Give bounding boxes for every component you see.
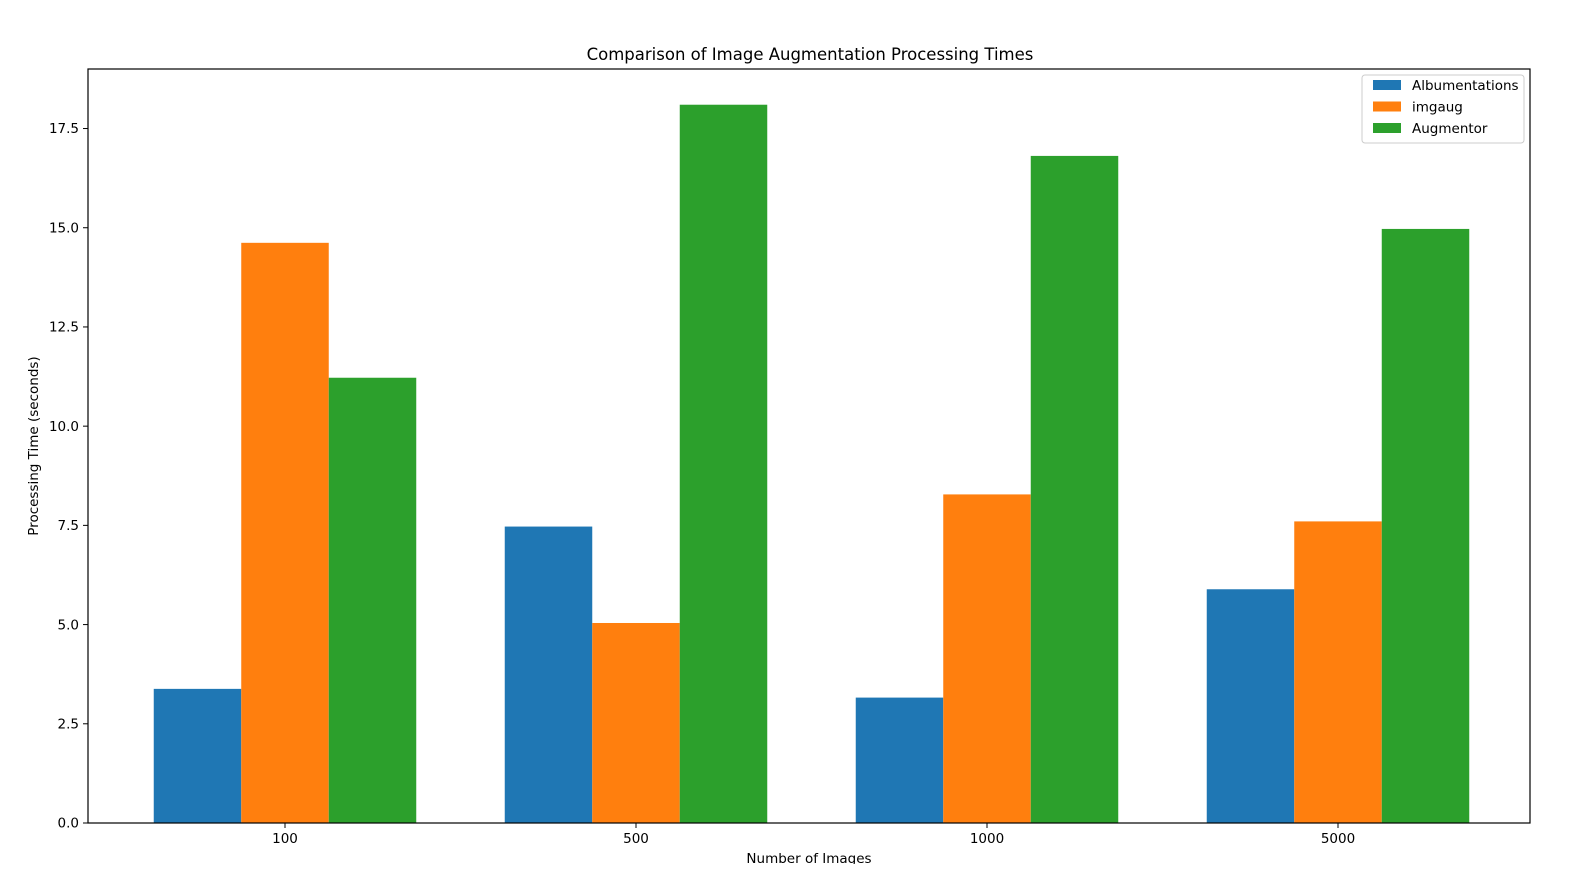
y-tick-label: 12.5 xyxy=(49,320,79,336)
y-tick-label: 10.0 xyxy=(49,419,79,435)
legend-label: Albumentations xyxy=(1412,78,1519,94)
legend-item: Augmentor xyxy=(1373,121,1488,137)
x-axis: 100 500 1000 5000 xyxy=(272,823,1355,847)
bar xyxy=(679,104,768,824)
bar xyxy=(1381,228,1470,823)
bar xyxy=(153,688,242,823)
series-albumentations xyxy=(153,526,1295,823)
series-augmentor xyxy=(328,104,1470,824)
x-tick-label: 500 xyxy=(623,831,649,847)
bar xyxy=(241,242,329,823)
x-tick-label: 5000 xyxy=(1321,831,1355,847)
plot-frame xyxy=(87,68,1531,824)
y-tick-label: 17.5 xyxy=(49,121,79,137)
legend-swatch xyxy=(1373,101,1401,112)
y-tick-label: 7.5 xyxy=(58,518,79,534)
chart-title: Comparison of Image Augmentation Process… xyxy=(587,45,1034,64)
bar xyxy=(328,377,417,823)
y-axis-label: Processing Time (seconds) xyxy=(26,356,42,535)
x-axis-label: Number of Images xyxy=(746,851,871,864)
bar xyxy=(943,494,1031,823)
bar xyxy=(504,526,593,823)
legend-swatch xyxy=(1373,80,1401,90)
y-tick-label: 0.0 xyxy=(58,816,79,832)
bar xyxy=(855,697,944,823)
x-tick-label: 100 xyxy=(272,831,298,847)
bar xyxy=(1294,521,1382,823)
legend: Albumentations imgaug Augmentor xyxy=(1361,74,1525,144)
y-tick-label: 15.0 xyxy=(49,220,79,236)
series-imgaug xyxy=(241,242,1382,823)
bar xyxy=(1030,155,1119,823)
legend-frame xyxy=(1361,74,1525,144)
x-tick-label: 1000 xyxy=(970,831,1004,847)
legend-items: Albumentations imgaug Augmentor xyxy=(1373,78,1519,137)
y-tick-label: 5.0 xyxy=(58,617,79,633)
bar xyxy=(1206,589,1295,823)
legend-label: Augmentor xyxy=(1412,121,1488,137)
y-tick-label: 2.5 xyxy=(58,716,79,732)
legend-label: imgaug xyxy=(1412,100,1463,116)
legend-swatch xyxy=(1373,123,1401,133)
y-axis: 0.0 2.5 5.0 7.5 10.0 12.5 15.0 17.5 xyxy=(49,121,88,832)
legend-item: Albumentations xyxy=(1373,78,1519,94)
legend-item: imgaug xyxy=(1373,100,1463,116)
bars-layer xyxy=(153,104,1470,824)
bar xyxy=(592,622,680,823)
